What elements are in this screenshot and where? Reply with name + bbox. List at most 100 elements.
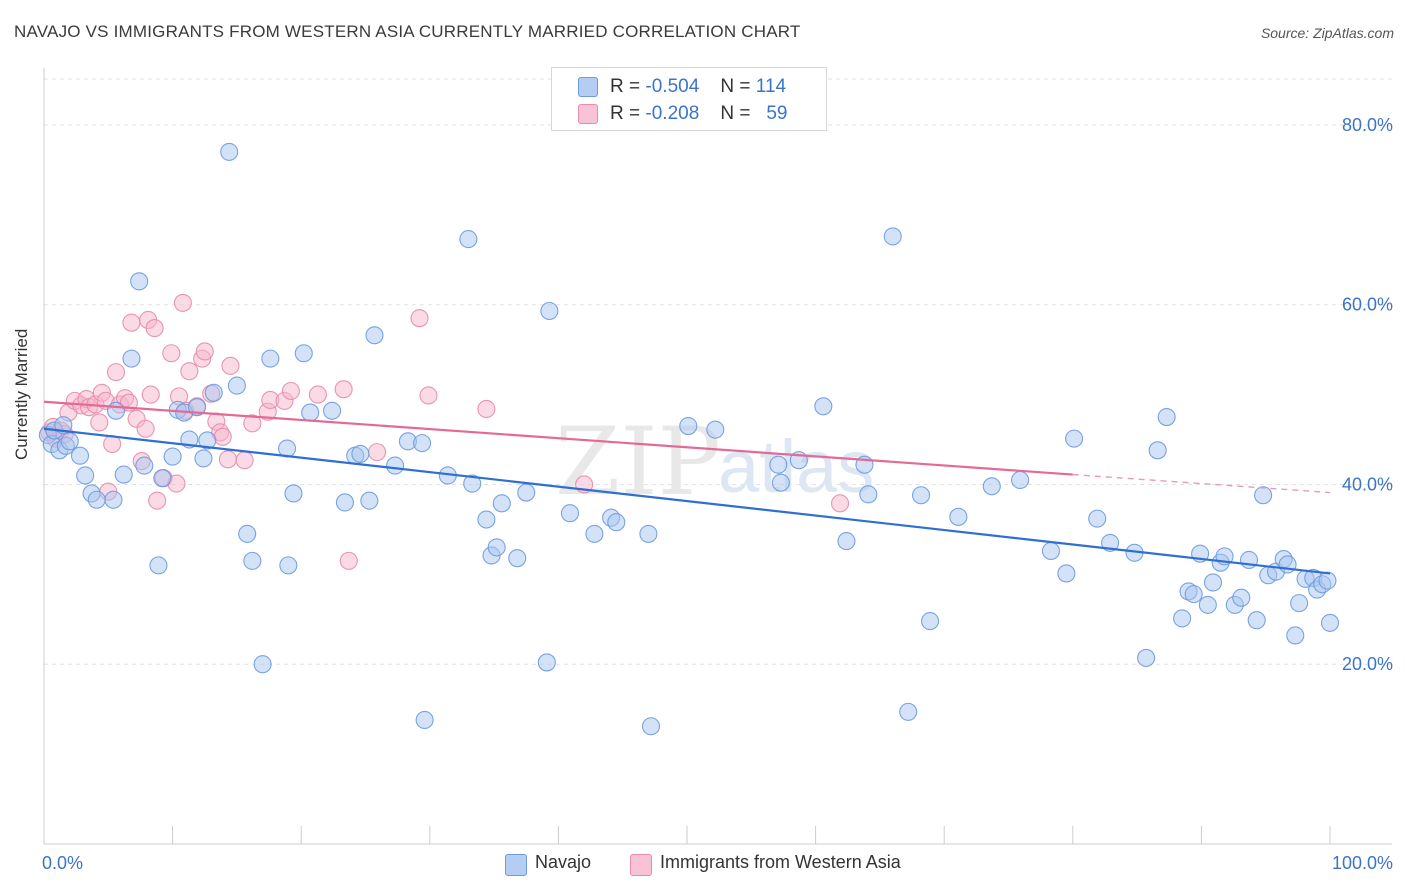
immigrants-point — [173, 293, 192, 312]
navajo-point — [607, 513, 626, 532]
legend-label-navajo: Navajo — [535, 852, 592, 872]
navajo-point — [60, 432, 79, 451]
navajo-point — [106, 401, 126, 420]
immigrants-swatch — [578, 104, 598, 124]
navajo-point — [537, 653, 556, 672]
navajo-point — [492, 494, 511, 513]
y-tick-label: 80.0% — [1342, 115, 1393, 135]
navajo-point — [220, 142, 239, 161]
navajo-point — [1232, 588, 1251, 607]
gridlines — [44, 78, 1392, 665]
y-tick-labels: 20.0% 40.0% 60.0% 80.0% — [1342, 115, 1393, 674]
navajo-point — [899, 702, 918, 721]
navajo-point — [301, 403, 320, 422]
r-label: R = — [610, 103, 641, 124]
stats-legend: R = -0.504 N = 114 R = -0.208 N = 59 — [551, 67, 827, 131]
navajo-point — [76, 466, 95, 485]
immigrants-point — [235, 451, 254, 470]
legend-swatch-immigrants — [630, 854, 652, 876]
immigrants-point — [180, 362, 199, 381]
immigrants-point — [281, 381, 300, 401]
immigrants-point — [122, 313, 141, 332]
navajo-point — [87, 490, 106, 509]
navajo-point — [540, 301, 559, 321]
navajo-point — [1011, 470, 1030, 490]
navajo-point — [517, 483, 536, 502]
navajo-point — [912, 486, 931, 505]
navajo-point — [1318, 571, 1337, 590]
navajo-point — [921, 612, 940, 631]
navajo-point — [284, 484, 303, 503]
r-value-immigrants: -0.208 — [645, 103, 700, 124]
navajo-point — [1041, 541, 1060, 561]
navajo-point — [135, 456, 154, 475]
series-legend: Navajo Immigrants from Western Asia — [0, 852, 1406, 878]
navajo-point — [859, 485, 878, 504]
navajo-point — [194, 449, 213, 468]
navajo-point — [771, 473, 790, 492]
n-label: N = — [720, 76, 751, 97]
navajo-point — [1088, 509, 1107, 528]
navajo-point — [1254, 486, 1273, 505]
navajo-point — [294, 344, 313, 363]
navajo-point — [477, 510, 496, 529]
y-tick-label: 60.0% — [1342, 295, 1393, 315]
navajo-point — [487, 538, 506, 557]
y-tick-label: 20.0% — [1342, 654, 1393, 674]
navajo-point — [639, 524, 658, 543]
navajo-point — [1137, 648, 1156, 667]
navajo-point — [413, 434, 432, 453]
navajo-point — [560, 504, 580, 523]
navajo-point — [1290, 594, 1309, 613]
navajo-point — [114, 465, 133, 484]
navajo-point — [122, 349, 141, 368]
navajo-point — [1157, 408, 1176, 427]
navajo-point — [415, 710, 434, 730]
navajo-point — [1173, 609, 1192, 628]
stats-text-immigrants: R = -0.208 N = 59 — [610, 103, 787, 125]
navajo-point — [1065, 429, 1084, 448]
navajo-point — [386, 456, 405, 475]
x-tick-labels: 0.0% 100.0% — [42, 853, 1393, 873]
n-label: N = — [720, 103, 751, 124]
navajo-point — [130, 272, 149, 291]
immigrants-point — [148, 491, 167, 510]
navajo-point — [153, 469, 172, 488]
navajo-point — [1247, 611, 1266, 630]
navajo-point — [1286, 626, 1305, 645]
legend-label-immigrants: Immigrants from Western Asia — [660, 852, 901, 872]
navajo-point — [335, 493, 354, 512]
navajo-point — [837, 532, 856, 551]
immigrants-point — [334, 380, 353, 399]
trend-lines — [43, 400, 1331, 575]
navajo-point — [261, 349, 280, 368]
immigrants-point — [162, 344, 181, 363]
navajo-point — [1198, 595, 1217, 614]
trend-line-navajo — [43, 427, 1331, 575]
navajo-point — [279, 556, 298, 575]
navajo-point — [1320, 613, 1340, 632]
immigrants-point — [213, 427, 232, 446]
navajo-point — [1057, 564, 1076, 583]
navajo-point — [163, 447, 182, 466]
stats-text-navajo: R = -0.504 N = 114 — [610, 76, 786, 98]
y-tick-label: 40.0% — [1342, 474, 1393, 494]
immigrants-point — [368, 443, 387, 462]
chart-title: NAVAJO VS IMMIGRANTS FROM WESTERN ASIA C… — [14, 22, 801, 41]
navajo-swatch — [578, 77, 598, 97]
source-label: Source: ZipAtlas.com — [1260, 25, 1394, 41]
immigrants-point — [136, 419, 155, 438]
navajo-point — [360, 491, 379, 510]
navajo-point — [365, 326, 384, 345]
navajo-point — [149, 556, 168, 575]
navajo-point — [1203, 573, 1223, 592]
navajo-point — [243, 551, 262, 570]
immigrants-point — [145, 319, 164, 338]
immigrants-point — [243, 414, 262, 433]
navajo-point — [227, 376, 246, 395]
navajo-point — [769, 455, 788, 474]
immigrants-point — [830, 494, 850, 513]
legend-swatch-navajo — [505, 854, 527, 876]
x-tick-label-min: 0.0% — [42, 853, 83, 873]
